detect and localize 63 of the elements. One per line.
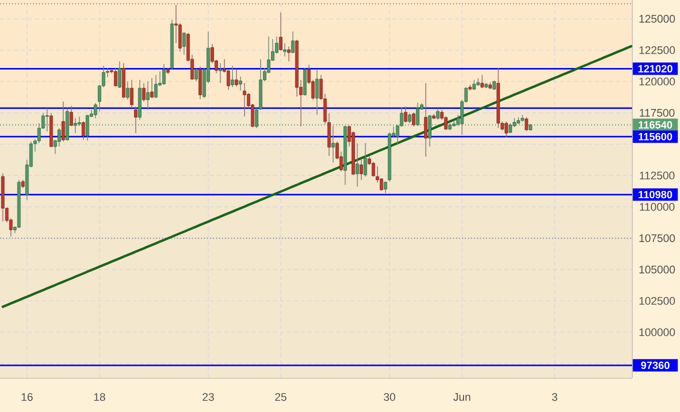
y-tick-label: 110000: [640, 202, 674, 211]
ref-line-label: 115600: [638, 132, 672, 140]
candlestick: [154, 74, 158, 99]
candlestick: [114, 68, 118, 87]
y-tick-label: 102500: [639, 297, 675, 305]
x-tick-label: 25: [275, 393, 286, 401]
candlestick: [130, 79, 134, 109]
candlestick: [70, 105, 73, 126]
ref-line-label: 110980: [638, 190, 672, 198]
candlestick: [315, 69, 319, 116]
x-tick-label: 18: [94, 393, 106, 401]
x-tick-label: 23: [202, 393, 214, 401]
ref-line-label: 97360: [641, 362, 670, 370]
candlestick: [126, 81, 130, 100]
candlestick: [356, 142, 359, 187]
candlestick: [118, 61, 122, 89]
x-tick-label: Jun: [453, 393, 470, 401]
candlestick: [404, 106, 408, 123]
y-tick-label: 125000: [639, 14, 675, 23]
candlestick: [424, 82, 428, 157]
candlestick: [412, 112, 416, 127]
candlestick: [283, 42, 286, 57]
candlestick: [238, 76, 242, 91]
candlestick: [62, 101, 65, 142]
y-tick-label: 105000: [639, 266, 675, 274]
candlestick: [162, 64, 166, 86]
candlestick: [360, 158, 363, 180]
candlestick: [218, 62, 222, 84]
candlestick: [150, 78, 154, 99]
candlestick: [287, 46, 290, 62]
candlestick: [146, 81, 150, 110]
x-tick-label: 3: [552, 393, 558, 401]
ref-line-label: 116540: [638, 121, 672, 129]
y-tick-label: 100000: [639, 328, 675, 336]
candlestick: [436, 108, 440, 120]
candlestick: [142, 82, 146, 102]
candlestick: [384, 181, 388, 194]
candlestick: [480, 74, 484, 89]
y-tick-label: 122500: [639, 46, 675, 54]
candlestick: [291, 31, 294, 54]
candlestick: [524, 116, 528, 132]
candlestick: [194, 68, 198, 82]
candlestick: [279, 12, 282, 51]
candlestick: [82, 121, 86, 140]
candlestick: [408, 112, 412, 124]
y-tick-label: 120000: [639, 78, 675, 86]
candlestick: [492, 80, 496, 90]
y-tick-label: 112500: [640, 172, 674, 180]
candlestick: [134, 106, 138, 134]
candlestick: [182, 32, 186, 56]
candlestick: [230, 65, 234, 88]
candlestick: [472, 79, 476, 90]
x-tick-label: 30: [384, 393, 396, 401]
candlestick: [58, 128, 61, 147]
candlestick: [364, 142, 367, 177]
candlestick: [234, 68, 238, 87]
x-tick-label: 16: [22, 393, 33, 401]
candlestick: [504, 121, 508, 138]
y-tick-label: 107500: [639, 234, 675, 242]
candlestick: [178, 22, 182, 52]
candlestick: [242, 82, 246, 117]
ref-line-label: 121020: [638, 64, 672, 72]
y-tick-label: 117500: [640, 108, 674, 117]
